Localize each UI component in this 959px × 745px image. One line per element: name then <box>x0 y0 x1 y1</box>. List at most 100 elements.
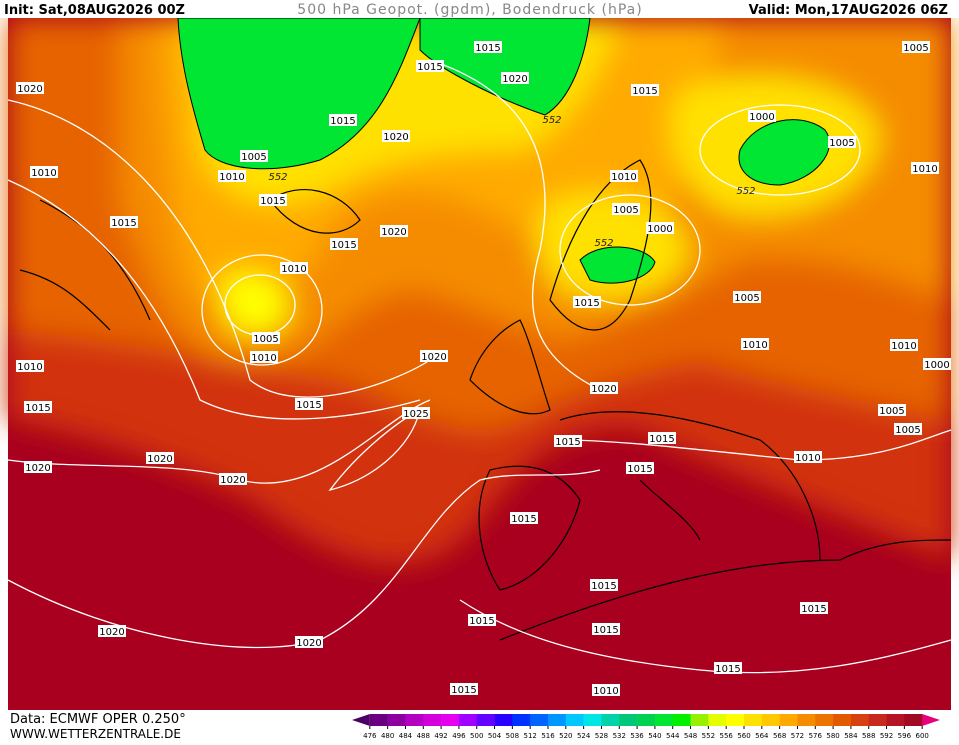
colorbar-swatch <box>654 714 674 726</box>
colorbar-swatch <box>387 714 406 726</box>
isobar-label: 1015 <box>511 514 536 525</box>
isobar-label-box <box>890 339 918 351</box>
isobar-label: 1005 <box>903 43 928 54</box>
colorbar-label: 532 <box>613 732 626 740</box>
isobar-label-box <box>902 41 930 53</box>
colorbar-label: 576 <box>809 732 823 740</box>
isobar-label: 1015 <box>591 581 616 592</box>
isobar-label-box <box>219 473 247 485</box>
colorbar-label: 564 <box>755 732 769 740</box>
isobar-label-box <box>24 461 52 473</box>
colorbar-swatch <box>369 714 388 726</box>
isobar-label: 1025 <box>403 409 428 420</box>
isobar-label-box <box>828 136 856 148</box>
isobar-label: 1020 <box>381 227 406 238</box>
colorbar-end <box>922 714 940 726</box>
isobar-label-box <box>30 166 58 178</box>
isobar-label-box <box>416 60 444 72</box>
isobar-label: 1015 <box>331 240 356 251</box>
height-label: 552 <box>594 238 613 249</box>
colorbar-swatch <box>779 714 798 726</box>
init-time: Init: Sat,08AUG2026 00Z <box>4 3 185 18</box>
isobar-label: 1020 <box>25 463 50 474</box>
isobar-label-box <box>894 423 922 435</box>
colorbar-swatch <box>744 714 763 726</box>
isobar-label-box <box>110 216 138 228</box>
isobar-label-box <box>610 170 638 182</box>
isobar-label: 1020 <box>591 384 616 395</box>
colorbar-swatch <box>690 714 709 726</box>
isobar-label-box <box>554 435 582 447</box>
isobar-label-box <box>250 351 278 363</box>
isobar-label-box <box>146 452 174 464</box>
isobar-label: 1010 <box>912 164 937 175</box>
colorbar-label: 580 <box>826 732 839 740</box>
colorbar-swatch <box>405 714 424 726</box>
colorbar-label: 572 <box>791 732 804 740</box>
site-name: WWW.WETTERZENTRALE.DE <box>10 727 181 741</box>
isobar-label-box <box>510 512 538 524</box>
valid-time: Valid: Mon,17AUG2026 06Z <box>749 3 948 18</box>
colorbar-swatch <box>619 714 638 726</box>
colorbar-swatch <box>530 714 549 726</box>
isobar-label: 1010 <box>593 686 618 697</box>
isobar-label-box <box>590 579 618 591</box>
isobar-label: 1015 <box>111 218 136 229</box>
height-label: 552 <box>736 186 755 197</box>
isobar-label: 1000 <box>749 112 774 123</box>
colorbar-label: 524 <box>577 732 591 740</box>
isobar-label-box <box>923 358 951 370</box>
isobar-label-box <box>573 296 601 308</box>
colorbar-end <box>352 714 370 726</box>
isobar-label: 1015 <box>296 400 321 411</box>
isobar-label: 1000 <box>647 224 672 235</box>
isobar-label-box <box>295 398 323 410</box>
colorbar-label: 496 <box>452 732 466 740</box>
colorbar-label: 588 <box>862 732 875 740</box>
colorbar-swatch <box>637 714 656 726</box>
isobar-label-box <box>329 114 357 126</box>
colorbar-label: 500 <box>470 732 483 740</box>
isobar-label: 1020 <box>99 627 124 638</box>
colorbar-label: 536 <box>630 732 644 740</box>
isobar-label: 1000 <box>924 360 949 371</box>
isobar-label-box <box>380 225 408 237</box>
height-label: 552 <box>542 115 561 126</box>
isobar-label: 1005 <box>241 152 266 163</box>
colorbar-swatch <box>548 714 567 726</box>
map-field <box>7 17 952 710</box>
colorbar-swatch <box>761 714 780 726</box>
colorbar-label: 548 <box>684 732 697 740</box>
colorbar-label: 556 <box>719 732 733 740</box>
isobar-label: 1010 <box>795 453 820 464</box>
isobar-label: 1015 <box>593 625 618 636</box>
colorbar-swatch <box>583 714 602 726</box>
isobar-label: 1015 <box>330 116 355 127</box>
isobar-label: 1005 <box>829 138 854 149</box>
isobar-label-box <box>16 82 44 94</box>
colorbar-label: 492 <box>434 732 447 740</box>
isobar-label: 1015 <box>627 464 652 475</box>
isobar-label: 1005 <box>879 406 904 417</box>
isobar-label: 1010 <box>611 172 636 183</box>
isobar-label: 1015 <box>475 43 500 54</box>
isobar-label: 1015 <box>25 403 50 414</box>
colorbar-swatch <box>850 714 870 726</box>
colorbar-swatch <box>672 714 691 726</box>
isobar-label-box <box>741 338 769 350</box>
colorbar-swatch <box>441 714 460 726</box>
colorbar-swatch <box>726 714 745 726</box>
colorbar-label: 512 <box>523 732 536 740</box>
isobar-label: 1020 <box>296 638 321 649</box>
isobar-label: 1015 <box>649 434 674 445</box>
isobar-label-box <box>631 84 659 96</box>
colorbar-label: 528 <box>595 732 608 740</box>
colorbar-label: 584 <box>844 732 858 740</box>
isobar-label: 1015 <box>260 196 285 207</box>
colorbar-label: 508 <box>506 732 519 740</box>
isobar-label-box <box>252 332 280 344</box>
isobar-label-box <box>590 382 618 394</box>
colorbar-swatch <box>512 714 531 726</box>
isobar-label-box <box>16 360 44 372</box>
isobar-label: 1010 <box>251 353 276 364</box>
